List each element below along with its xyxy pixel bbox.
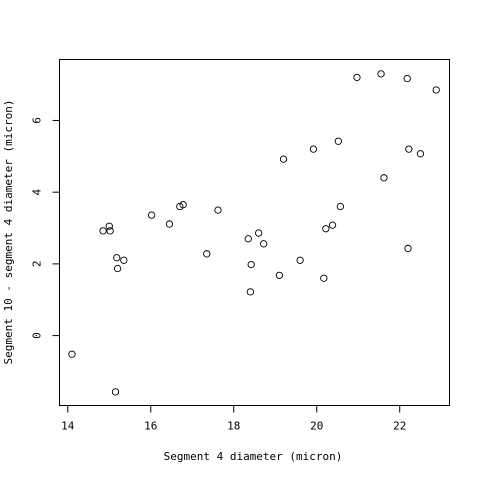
data-points <box>68 70 440 396</box>
plot-frame <box>59 59 450 406</box>
data-point <box>259 240 268 248</box>
y-axis: 0 2 4 6 <box>31 117 60 339</box>
data-point <box>147 211 156 219</box>
y-tick-label: 6 <box>31 117 44 124</box>
data-point <box>275 271 284 279</box>
y-axis-label: Segment 10 - segment 4 diameter (micron) <box>2 100 15 365</box>
data-point <box>99 227 107 235</box>
x-tick-label: 20 <box>310 420 323 433</box>
data-point <box>203 250 211 258</box>
data-point <box>404 244 412 253</box>
data-point <box>179 201 187 209</box>
data-point <box>111 388 120 396</box>
data-point <box>247 260 255 269</box>
data-point <box>403 74 411 83</box>
data-point <box>309 145 318 153</box>
data-point <box>120 256 128 264</box>
data-point <box>336 202 345 211</box>
y-tick-label: 2 <box>31 261 44 268</box>
y-tick-label: 0 <box>31 332 44 339</box>
data-point <box>322 225 330 233</box>
data-point <box>105 222 113 230</box>
data-point <box>113 254 121 262</box>
data-point <box>380 174 388 182</box>
data-point <box>432 86 440 94</box>
data-point <box>320 274 328 282</box>
data-point <box>296 256 304 264</box>
x-axis-label: Segment 4 diameter (micron) <box>164 450 343 463</box>
x-tick-label: 18 <box>227 420 240 433</box>
data-point <box>165 220 174 228</box>
x-tick-label: 14 <box>61 420 75 433</box>
data-point <box>113 264 122 273</box>
data-point <box>328 221 337 229</box>
x-tick-label: 22 <box>393 420 406 433</box>
x-tick-label: 16 <box>144 420 157 433</box>
data-point <box>68 350 76 358</box>
data-point <box>416 150 425 158</box>
data-point <box>244 235 252 243</box>
data-point <box>254 229 263 237</box>
x-axis: 14 16 18 20 22 <box>61 405 406 433</box>
data-point <box>279 155 288 163</box>
data-point <box>106 227 114 235</box>
data-point <box>377 70 385 78</box>
data-point <box>353 73 361 82</box>
data-point <box>214 206 222 214</box>
data-point <box>334 137 342 145</box>
data-point <box>405 145 413 153</box>
data-point <box>246 288 255 296</box>
y-tick-label: 4 <box>31 188 44 195</box>
